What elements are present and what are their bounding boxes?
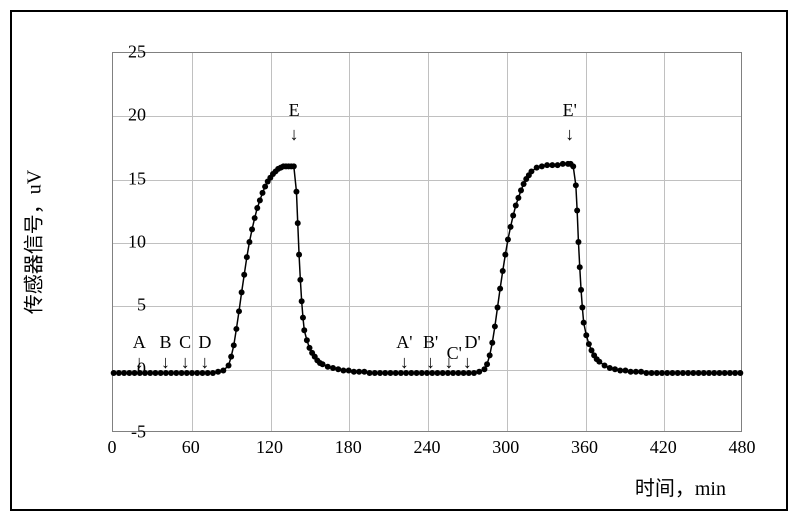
x-axis-label: 时间，min bbox=[635, 472, 726, 501]
x-tick-label: 420 bbox=[650, 437, 677, 458]
annotation-label: A bbox=[133, 332, 146, 353]
annotation-arrow-icon: ↓ bbox=[290, 125, 299, 143]
annotation-arrow-icon: ↓ bbox=[463, 353, 472, 371]
annotation-arrow-icon: ↓ bbox=[445, 353, 454, 371]
annotation-label: E' bbox=[563, 100, 577, 121]
annotation-arrow-icon: ↓ bbox=[181, 353, 190, 371]
annotation-label: D bbox=[198, 332, 211, 353]
x-tick-label: 480 bbox=[729, 437, 756, 458]
annotation-arrow-icon: ↓ bbox=[426, 353, 435, 371]
y-tick-label: 15 bbox=[96, 168, 146, 189]
annotation-arrow-icon: ↓ bbox=[400, 353, 409, 371]
y-tick-label: -5 bbox=[96, 422, 146, 443]
x-tick-label: 60 bbox=[182, 437, 200, 458]
x-tick-label: 300 bbox=[492, 437, 519, 458]
y-tick-label: 5 bbox=[96, 295, 146, 316]
annotation-label: B' bbox=[423, 332, 438, 353]
annotation-label: D' bbox=[465, 332, 481, 353]
annotation-label: B bbox=[159, 332, 171, 353]
annotation-label: A' bbox=[396, 332, 412, 353]
y-tick-label: 0 bbox=[96, 358, 146, 379]
x-tick-label: 120 bbox=[256, 437, 283, 458]
annotation-label: C bbox=[179, 332, 191, 353]
y-tick-label: 25 bbox=[96, 42, 146, 63]
annotation-label: E bbox=[289, 100, 300, 121]
annotation-arrow-icon: ↓ bbox=[200, 353, 209, 371]
x-tick-label: 240 bbox=[414, 437, 441, 458]
plot-wrap: A↓B↓C↓D↓E↓A'↓B'↓C'↓D'↓E'↓ bbox=[112, 52, 742, 432]
x-tick-label: 180 bbox=[335, 437, 362, 458]
y-tick-label: 20 bbox=[96, 105, 146, 126]
data-curve bbox=[113, 53, 741, 431]
annotation-arrow-icon: ↓ bbox=[161, 353, 170, 371]
annotation-arrow-icon: ↓ bbox=[565, 125, 574, 143]
plot-area: A↓B↓C↓D↓E↓A'↓B'↓C'↓D'↓E'↓ bbox=[112, 52, 742, 432]
outer-frame: 传感器信号，uV 时间，min A↓B↓C↓D↓E↓A'↓B'↓C'↓D'↓E'… bbox=[10, 10, 788, 511]
x-tick-label: 360 bbox=[571, 437, 598, 458]
y-tick-label: 10 bbox=[96, 232, 146, 253]
y-axis-label: 传感器信号，uV bbox=[18, 170, 47, 314]
